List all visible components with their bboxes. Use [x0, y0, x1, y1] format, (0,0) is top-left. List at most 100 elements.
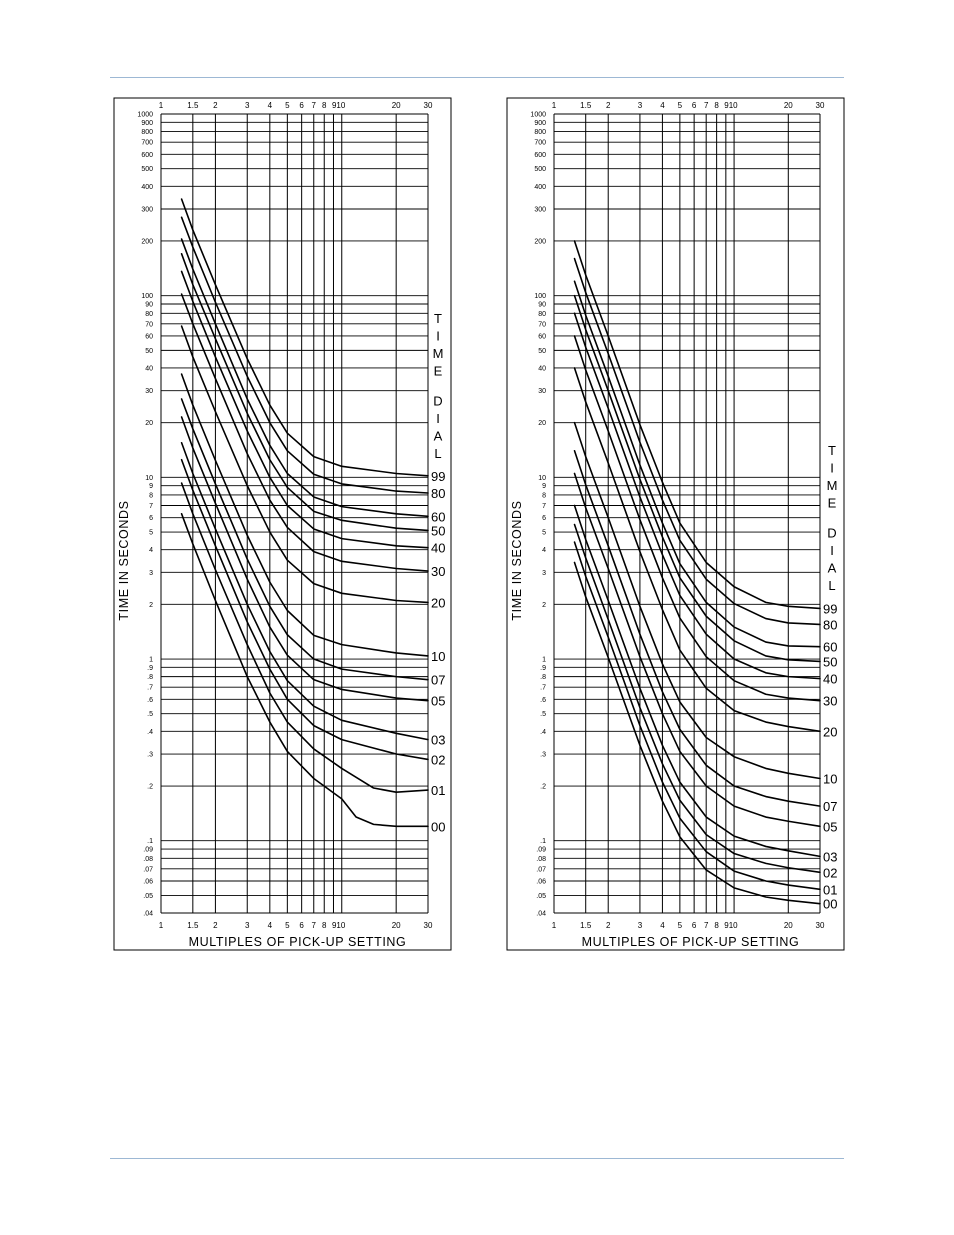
curve-label-05: 05 [823, 819, 837, 834]
y-tick-label: .08 [143, 856, 153, 863]
curve-dial-30 [180, 293, 429, 572]
x-tick-label-top: 8 [322, 101, 327, 110]
y-tick-label: .5 [540, 711, 546, 718]
y-tick-label: 200 [534, 238, 546, 245]
x-tick-label-top: 1 [159, 101, 164, 110]
y-tick-label: 9 [149, 483, 153, 490]
x-tick-label-top: 7 [312, 101, 317, 110]
y-tick-label: 30 [145, 388, 153, 395]
time-dial-letter: E [434, 364, 443, 379]
x-tick-label-bottom: 6 [692, 921, 697, 930]
y-tick-label: .07 [536, 866, 546, 873]
y-tick-label: 5 [542, 530, 546, 537]
curve-label-50: 50 [431, 523, 445, 538]
x-tick-label-bottom: 1 [159, 921, 164, 930]
time-dial-letter: A [828, 560, 837, 575]
time-dial-letter: D [433, 393, 442, 408]
y-tick-label: 10 [538, 475, 546, 482]
x-tick-label-top: 7 [704, 101, 709, 110]
y-tick-label: 700 [141, 140, 153, 147]
y-tick-label: 70 [538, 321, 546, 328]
y-tick-label: 2 [542, 602, 546, 609]
y-tick-label: .7 [147, 685, 153, 692]
x-tick-label-bottom: 7 [312, 921, 317, 930]
curve-label-30: 30 [823, 694, 837, 709]
curve-label-99: 99 [823, 601, 837, 616]
y-tick-label: 600 [534, 152, 546, 159]
x-tick-label-bottom: 2 [213, 921, 218, 930]
time-dial-letter: M [827, 478, 838, 493]
curve-label-20: 20 [431, 595, 445, 610]
x-tick-label-top: 4 [660, 101, 665, 110]
curve-label-60: 60 [823, 640, 837, 655]
x-tick-label-top: 5 [678, 101, 683, 110]
y-tick-label: .05 [536, 893, 546, 900]
y-tick-label: 700 [534, 140, 546, 147]
y-tick-label: .08 [536, 856, 546, 863]
curve-label-99: 99 [431, 469, 445, 484]
x-tick-label-top: 20 [392, 101, 401, 110]
curve-label-03: 03 [431, 733, 445, 748]
x-tick-label-top: 6 [299, 101, 304, 110]
y-tick-label: .1 [540, 838, 546, 845]
curve-dial-50 [180, 253, 429, 532]
y-tick-label: 60 [145, 333, 153, 340]
curve-label-02: 02 [431, 752, 445, 767]
y-tick-label: 40 [145, 365, 153, 372]
x-tick-label-top: 1 [552, 101, 557, 110]
curve-dial-20 [180, 325, 429, 604]
y-tick-label: .06 [536, 879, 546, 886]
x-tick-label-top: 20 [784, 101, 793, 110]
y-tick-label: .3 [147, 752, 153, 759]
curve-dial-10 [573, 421, 821, 780]
y-tick-label: 100 [534, 293, 546, 300]
curve-dial-07 [180, 398, 429, 681]
y-tick-label: .4 [540, 729, 546, 736]
x-tick-label-bottom: 1.5 [187, 921, 199, 930]
curve-label-50: 50 [823, 654, 837, 669]
y-tick-label: 70 [145, 321, 153, 328]
x-tick-label-top: 3 [245, 101, 250, 110]
y-tick-label: 3 [149, 570, 153, 577]
y-tick-label: 400 [534, 184, 546, 191]
y-tick-label: 800 [534, 129, 546, 136]
x-tick-label-top: 30 [816, 101, 825, 110]
x-tick-label-bottom: 3 [638, 921, 643, 930]
header-rule [110, 77, 844, 78]
x-tick-label-top: 30 [424, 101, 433, 110]
curve-label-00: 00 [823, 897, 837, 912]
curve-label-10: 10 [431, 649, 445, 664]
x-tick-label-top: 910 [332, 101, 346, 110]
y-tick-label: 500 [141, 166, 153, 173]
y-tick-label: 90 [538, 301, 546, 308]
time-dial-letter: I [436, 411, 440, 426]
x-tick-label-bottom: 7 [704, 921, 709, 930]
x-tick-label-bottom: 3 [245, 921, 250, 930]
time-dial-curves [573, 240, 821, 905]
y-tick-label: .05 [143, 893, 153, 900]
x-tick-label-top: 8 [714, 101, 719, 110]
x-tick-label-top: 5 [285, 101, 290, 110]
y-tick-label: 6 [149, 515, 153, 522]
x-tick-label-top: 6 [692, 101, 697, 110]
y-tick-label: 4 [542, 547, 546, 554]
curve-dial-40 [573, 312, 821, 680]
curve-dial-02 [180, 458, 429, 761]
y-tick-label: 900 [141, 120, 153, 127]
y-tick-label: 9 [542, 483, 546, 490]
y-tick-label: .4 [147, 729, 153, 736]
x-tick-label-bottom: 20 [392, 921, 401, 930]
y-tick-label: 3 [542, 570, 546, 577]
y-tick-label: .2 [147, 784, 153, 791]
curve-dial-07 [573, 450, 821, 807]
curve-label-02: 02 [823, 865, 837, 880]
y-tick-label: 1 [542, 657, 546, 664]
x-tick-label-top: 1.5 [580, 101, 592, 110]
y-tick-label: .6 [147, 697, 153, 704]
curve-label-03: 03 [823, 849, 837, 864]
y-tick-label: 5 [149, 530, 153, 537]
curve-dial-01 [573, 541, 821, 891]
footer-rule [110, 1158, 844, 1159]
chart-frame [113, 97, 452, 951]
